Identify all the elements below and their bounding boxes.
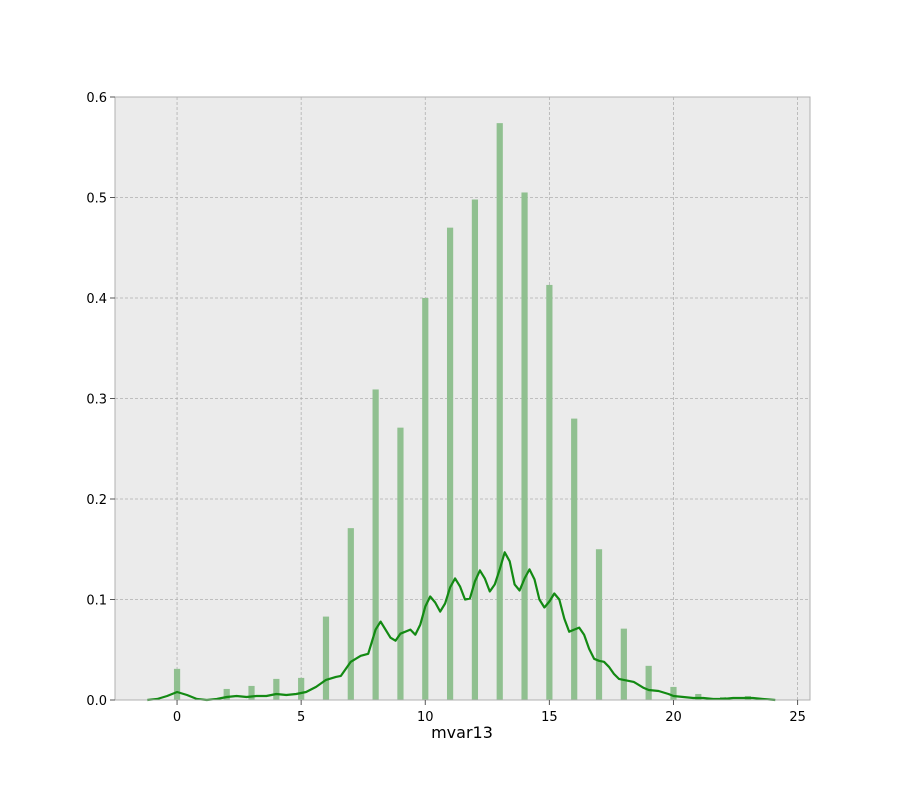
histogram-bar <box>347 528 354 700</box>
histogram-bar <box>471 199 479 700</box>
y-tick-label: 0.6 <box>86 91 107 106</box>
histogram-bar <box>322 616 330 700</box>
x-tick-label: 0 <box>173 710 181 725</box>
histogram-bar <box>670 686 677 700</box>
y-tick-label: 0.4 <box>86 292 107 307</box>
histogram-bar <box>397 427 404 700</box>
histogram-bar <box>595 549 603 700</box>
histogram-bar <box>521 192 528 700</box>
histogram-bar <box>372 389 379 700</box>
histogram-bar <box>273 678 280 700</box>
y-tick-label: 0.1 <box>86 594 107 609</box>
histogram-bar <box>173 668 181 700</box>
y-tick-label: 0.3 <box>86 393 107 408</box>
histogram-bar <box>620 628 627 700</box>
histogram-bar <box>645 665 652 700</box>
x-tick-label: 25 <box>789 710 806 725</box>
x-axis-ticks: 0 5 10 15 20 25 <box>173 700 806 725</box>
histogram-bar <box>546 284 553 700</box>
histogram-bar <box>223 688 230 700</box>
histogram-bar <box>422 298 429 700</box>
x-tick-label: 15 <box>541 710 558 725</box>
y-tick-label: 0.5 <box>86 192 107 207</box>
histogram-bar <box>446 227 454 700</box>
histogram-bar <box>298 677 305 700</box>
x-tick-label: 10 <box>417 710 434 725</box>
y-axis-ticks: 0.0 0.1 0.2 0.3 0.4 0.5 0.6 <box>86 91 115 709</box>
kde-line <box>147 551 776 702</box>
histogram-bars <box>173 123 752 700</box>
x-axis-label: mvar13 <box>431 723 493 742</box>
y-tick-label: 0.0 <box>86 694 107 709</box>
histogram-bar <box>248 685 255 700</box>
x-tick-label: 5 <box>297 710 305 725</box>
x-tick-label: 20 <box>665 710 682 725</box>
histogram-bar <box>571 418 578 700</box>
histogram-bar <box>496 123 503 700</box>
y-tick-label: 0.2 <box>86 493 107 508</box>
